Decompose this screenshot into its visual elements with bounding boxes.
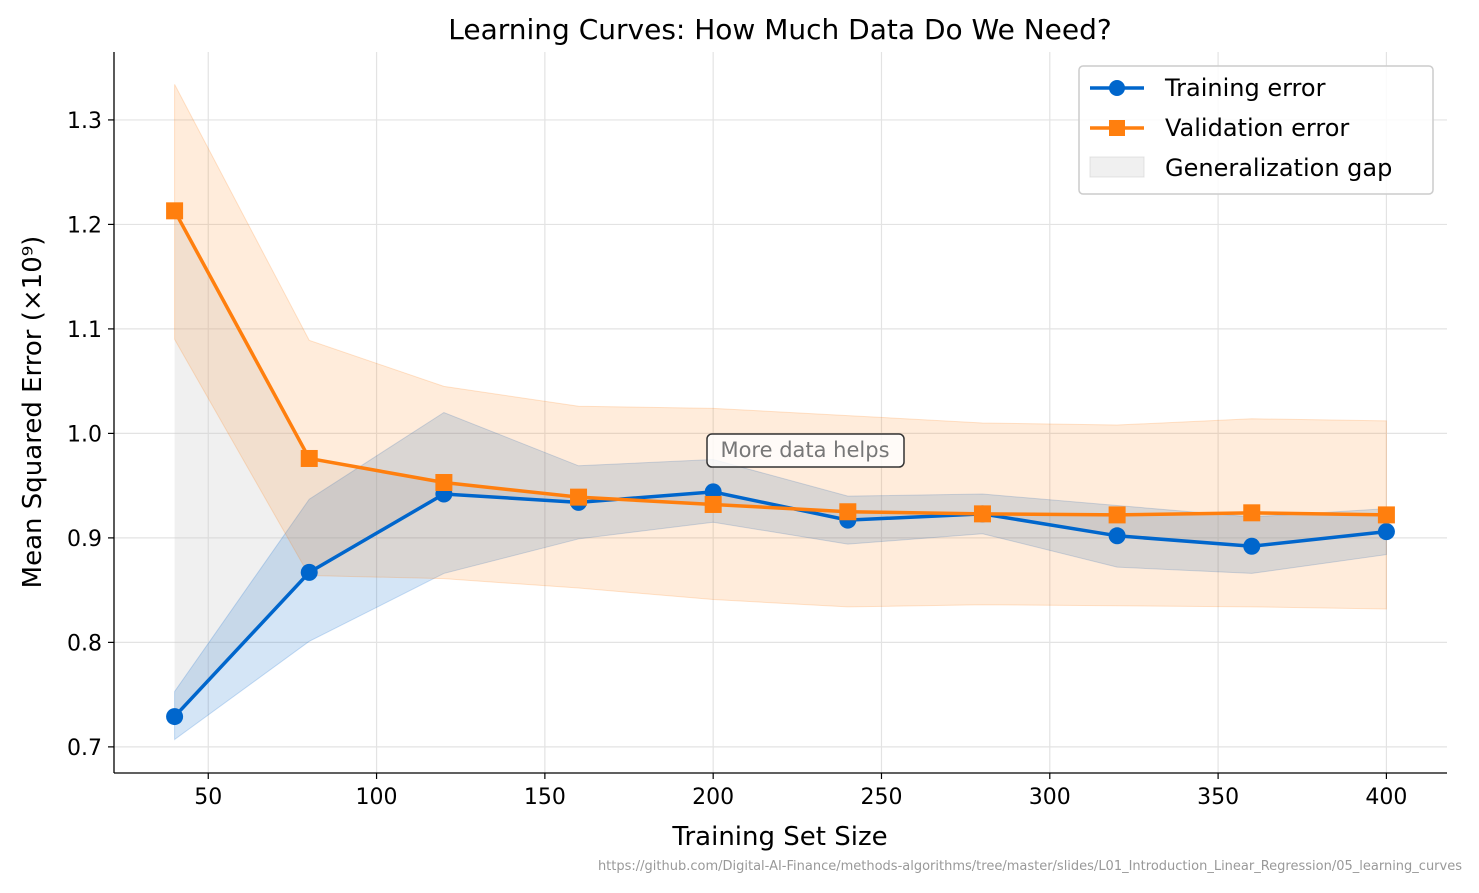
training-point — [166, 708, 184, 726]
y-tick-label: 1.3 — [67, 109, 102, 134]
y-tick-label: 1.1 — [67, 318, 102, 343]
legend-box — [1078, 65, 1434, 195]
validation-point — [570, 488, 588, 506]
legend-validation-label: Validation error — [1165, 114, 1349, 142]
chart-title: Learning Curves: How Much Data Do We Nee… — [448, 13, 1111, 46]
x-tick-label: 400 — [1365, 785, 1407, 810]
axes: 50 100 150 200 250 300 350 400 0.7 0.8 0.9 1.0 1.1 1.… — [67, 52, 1447, 810]
training-error-line — [173, 490, 1387, 718]
x-tick-label: 50 — [194, 785, 222, 810]
x-tick-label: 100 — [356, 785, 398, 810]
legend-gap-swatch — [1089, 156, 1145, 178]
validation-point — [704, 495, 722, 513]
y-tick-label: 0.9 — [67, 527, 102, 552]
training-point — [1108, 527, 1126, 545]
validation-point — [300, 449, 318, 467]
annotation: More data helps — [706, 433, 905, 468]
legend-validation-marker — [1109, 120, 1125, 136]
training-point — [300, 563, 318, 581]
validation-point — [166, 202, 184, 220]
legend-training-marker — [1109, 80, 1125, 96]
validation-point — [1108, 506, 1126, 524]
x-tick-label: 300 — [1029, 785, 1071, 810]
validation-point — [1243, 504, 1261, 522]
series-lines — [166, 202, 1395, 726]
y-tick-label: 1.2 — [67, 213, 102, 238]
x-tick-label: 250 — [860, 785, 902, 810]
annotation-text: More data helps — [720, 438, 889, 462]
x-tick-label: 350 — [1197, 785, 1239, 810]
legend-gap-label: Generalization gap — [1165, 154, 1392, 182]
validation-point — [839, 503, 857, 521]
y-tick-label: 1.0 — [67, 422, 102, 447]
legend-training-label: Training error — [1164, 74, 1326, 102]
x-axis-label: Training Set Size — [671, 822, 887, 852]
legend: Training error Validation error Generali… — [1078, 65, 1434, 195]
validation-error-line — [173, 209, 1387, 517]
training-point — [1243, 537, 1261, 555]
y-axis-label: Mean Squared Error (×10⁹) — [18, 236, 48, 589]
validation-error-band — [174, 84, 1387, 610]
validation-point — [435, 474, 453, 492]
x-tick-label: 200 — [692, 785, 734, 810]
y-tick-label: 0.7 — [67, 736, 102, 761]
training-error-band — [174, 411, 1387, 741]
grid — [114, 52, 1447, 773]
training-point — [1377, 523, 1395, 541]
x-tick-label: 150 — [524, 785, 566, 810]
validation-point — [973, 505, 991, 523]
validation-point — [1377, 506, 1395, 524]
bands — [174, 84, 1387, 741]
annotation-box — [706, 433, 905, 468]
source-url: https://github.com/Digital-AI-Finance/me… — [598, 859, 1462, 874]
y-tick-label: 0.8 — [67, 631, 102, 656]
